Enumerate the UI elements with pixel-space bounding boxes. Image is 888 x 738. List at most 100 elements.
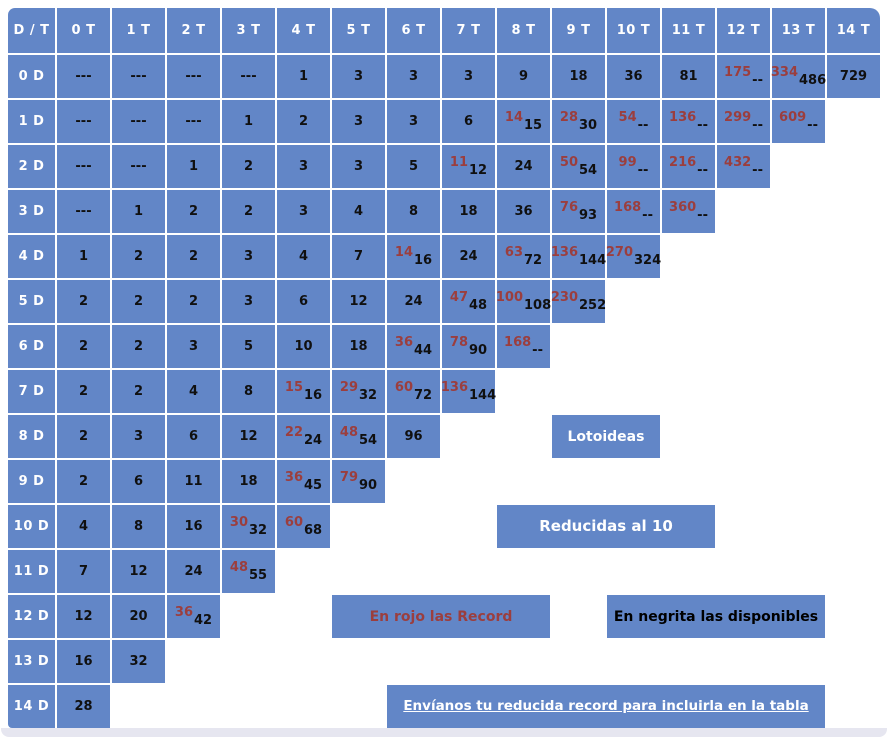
available-value: -- <box>637 163 649 178</box>
cell-5d-9t: 230 252 <box>550 280 606 323</box>
cell-2d-6t: 5 <box>387 145 440 188</box>
cell-1d-9t: 28 30 <box>552 100 605 143</box>
col-header-1t: 1 T <box>112 8 165 53</box>
cell-4d-8t: 63 72 <box>497 235 550 278</box>
record-value: 270 <box>605 245 633 260</box>
col-header-2t: 2 T <box>167 8 220 53</box>
cell-3d-4t: 3 <box>277 190 330 233</box>
submit-record-link[interactable]: Envíanos tu reducida record para incluir… <box>387 685 825 728</box>
available-value: 32 <box>359 388 378 403</box>
record-value: 28 <box>559 110 578 125</box>
record-value: 22 <box>284 425 303 440</box>
cell-4d-4t: 4 <box>277 235 330 278</box>
record-value: 78 <box>449 335 468 350</box>
cell-0d-0t: --- <box>57 55 110 98</box>
cell-2d-9t: 50 54 <box>552 145 605 188</box>
record-value: 48 <box>339 425 358 440</box>
cell-10d-4t: 60 68 <box>277 505 330 548</box>
cell-7d-2t: 4 <box>167 370 220 413</box>
cell-0d-10t: 36 <box>607 55 660 98</box>
cell-1d-3t: 1 <box>222 100 275 143</box>
available-value: 72 <box>524 253 543 268</box>
record-value: 100 <box>495 290 523 305</box>
record-value: 60 <box>394 380 413 395</box>
cell-3d-10t: 168 -- <box>607 190 660 233</box>
row-header-6d: 6 D <box>8 325 55 368</box>
record-value: 29 <box>339 380 358 395</box>
cell-3d-5t: 4 <box>332 190 385 233</box>
available-value: 15 <box>524 118 543 133</box>
cell-8d-0t: 2 <box>57 415 110 458</box>
cell-6d-3t: 5 <box>222 325 275 368</box>
disponibles-legend: En negrita las disponibles <box>607 595 825 638</box>
cell-11d-0t: 7 <box>57 550 110 593</box>
cell-2d-7t: 11 12 <box>442 145 495 188</box>
available-value: -- <box>752 118 763 133</box>
record-value: 11 <box>449 155 468 170</box>
available-value: -- <box>697 163 708 178</box>
cell-3d-1t: 1 <box>112 190 165 233</box>
cell-6d-0t: 2 <box>57 325 110 368</box>
cell-9d-4t: 36 45 <box>277 460 330 503</box>
record-legend: En rojo las Record <box>332 595 550 638</box>
cell-9d-3t: 18 <box>222 460 275 503</box>
cell-6d-7t: 78 90 <box>442 325 495 368</box>
available-value: 93 <box>579 208 598 223</box>
cell-10d-1t: 8 <box>112 505 165 548</box>
record-value: 168 <box>614 200 642 215</box>
available-value: -- <box>637 118 649 133</box>
cell-2d-12t: 432 -- <box>717 145 770 188</box>
cell-1d-7t: 6 <box>442 100 495 143</box>
cell-14d-0t: 28 <box>57 685 110 728</box>
cell-6d-4t: 10 <box>277 325 330 368</box>
cell-9d-0t: 2 <box>57 460 110 503</box>
cell-13d-1t: 32 <box>112 640 165 683</box>
record-value: 47 <box>449 290 468 305</box>
cell-0d-11t: 81 <box>662 55 715 98</box>
cell-1d-5t: 3 <box>332 100 385 143</box>
row-header-4d: 4 D <box>8 235 55 278</box>
cell-1d-1t: --- <box>112 100 165 143</box>
lotoideas-banner: Lotoideas <box>552 415 660 458</box>
record-value: 30 <box>229 515 248 530</box>
record-value: 50 <box>559 155 578 170</box>
cell-8d-2t: 6 <box>167 415 220 458</box>
cell-11d-2t: 24 <box>167 550 220 593</box>
record-value: 230 <box>550 290 578 305</box>
record-value: 99 <box>618 155 637 170</box>
record-value: 54 <box>618 110 637 125</box>
record-value: 60 <box>284 515 303 530</box>
record-value: 175 <box>724 65 752 80</box>
cell-1d-2t: --- <box>167 100 220 143</box>
cell-5d-5t: 12 <box>332 280 385 323</box>
available-value: 90 <box>359 478 378 493</box>
record-value: 63 <box>504 245 523 260</box>
row-header-1d: 1 D <box>8 100 55 143</box>
cell-1d-11t: 136 -- <box>662 100 715 143</box>
cell-3d-7t: 18 <box>442 190 495 233</box>
cell-2d-10t: 99 -- <box>607 145 660 188</box>
cell-3d-3t: 2 <box>222 190 275 233</box>
cell-2d-8t: 24 <box>497 145 550 188</box>
col-header-11t: 11 T <box>662 8 715 53</box>
cell-7d-0t: 2 <box>57 370 110 413</box>
record-value: 79 <box>339 470 358 485</box>
cell-8d-6t: 96 <box>387 415 440 458</box>
record-value: 609 <box>779 110 807 125</box>
col-header-0t: 0 T <box>57 8 110 53</box>
cell-1d-12t: 299 -- <box>717 100 770 143</box>
cell-10d-3t: 30 32 <box>222 505 275 548</box>
cell-2d-3t: 2 <box>222 145 275 188</box>
cell-2d-2t: 1 <box>167 145 220 188</box>
cell-7d-3t: 8 <box>222 370 275 413</box>
cell-2d-1t: --- <box>112 145 165 188</box>
cell-6d-6t: 36 44 <box>387 325 440 368</box>
cell-4d-7t: 24 <box>442 235 495 278</box>
cell-3d-2t: 2 <box>167 190 220 233</box>
cell-5d-7t: 47 48 <box>442 280 495 323</box>
available-value: 44 <box>414 343 433 358</box>
record-value: 76 <box>559 200 578 215</box>
available-value: -- <box>752 163 763 178</box>
